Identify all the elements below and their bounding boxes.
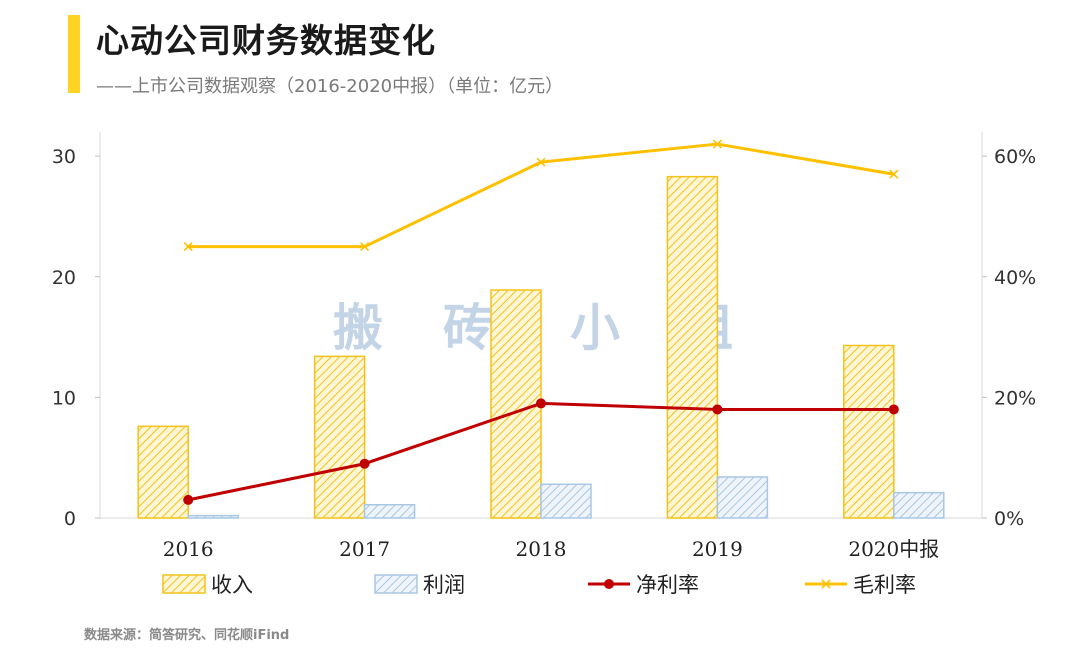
bar-profit [716, 476, 769, 519]
y-left-tick-label: 30 [52, 146, 76, 168]
line-gross-margin [188, 142, 895, 249]
y-right-tick-label: 40% [994, 267, 1036, 289]
chart-subtitle: ——上市公司数据观察（2016-2020中报）（单位：亿元） [96, 76, 564, 97]
point-gross-margin [712, 139, 722, 149]
chart-title: 心动公司财务数据变化 [96, 21, 436, 60]
legend-label: 净利率 [636, 573, 699, 597]
legend-label: 毛利率 [853, 573, 916, 597]
point-net-margin [536, 398, 546, 409]
y-left-tick-label: 0 [64, 508, 76, 530]
y-right-tick-label: 60% [994, 146, 1036, 168]
legend-swatch [374, 574, 418, 594]
bar-revenue [490, 289, 542, 519]
legend-label: 收入 [211, 573, 253, 597]
bar-profit [893, 491, 945, 519]
bar-revenue [313, 355, 366, 519]
title-accent-bar [68, 15, 80, 93]
legend-label: 利润 [423, 573, 465, 597]
legend-swatch [162, 574, 206, 594]
bar-profit [187, 514, 239, 519]
bar-revenue [843, 344, 895, 519]
point-net-margin [712, 404, 723, 415]
x-category-label: 2017 [339, 537, 390, 561]
bar-profit [363, 503, 416, 519]
watermark-char: 小 [570, 299, 620, 357]
y-left-tick-label: 20 [52, 267, 76, 289]
point-net-margin [183, 494, 194, 505]
point-gross-margin [889, 169, 899, 179]
data-source-note: 数据来源：简答研究、同花顺iFind [84, 628, 290, 643]
bar-revenue [666, 175, 719, 519]
bar-profit [540, 483, 592, 519]
watermark-char: 砖 [443, 299, 493, 357]
point-gross-margin [360, 242, 370, 252]
point-net-margin [359, 458, 370, 469]
bar-revenue [137, 425, 189, 519]
point-net-margin [888, 404, 899, 415]
y-right-tick-label: 20% [994, 387, 1036, 409]
x-category-label: 2020中报 [848, 537, 939, 561]
point-gross-margin [183, 242, 193, 252]
y-right-tick-label: 0% [994, 508, 1024, 530]
point-gross-margin [536, 157, 546, 167]
legend-marker [604, 579, 614, 589]
x-category-label: 2016 [163, 537, 214, 561]
x-category-label: 2019 [692, 537, 743, 561]
x-category-label: 2018 [516, 537, 567, 561]
watermark-char: 搬 [333, 299, 383, 357]
y-left-tick-label: 10 [52, 387, 76, 409]
legend-marker [821, 579, 831, 589]
